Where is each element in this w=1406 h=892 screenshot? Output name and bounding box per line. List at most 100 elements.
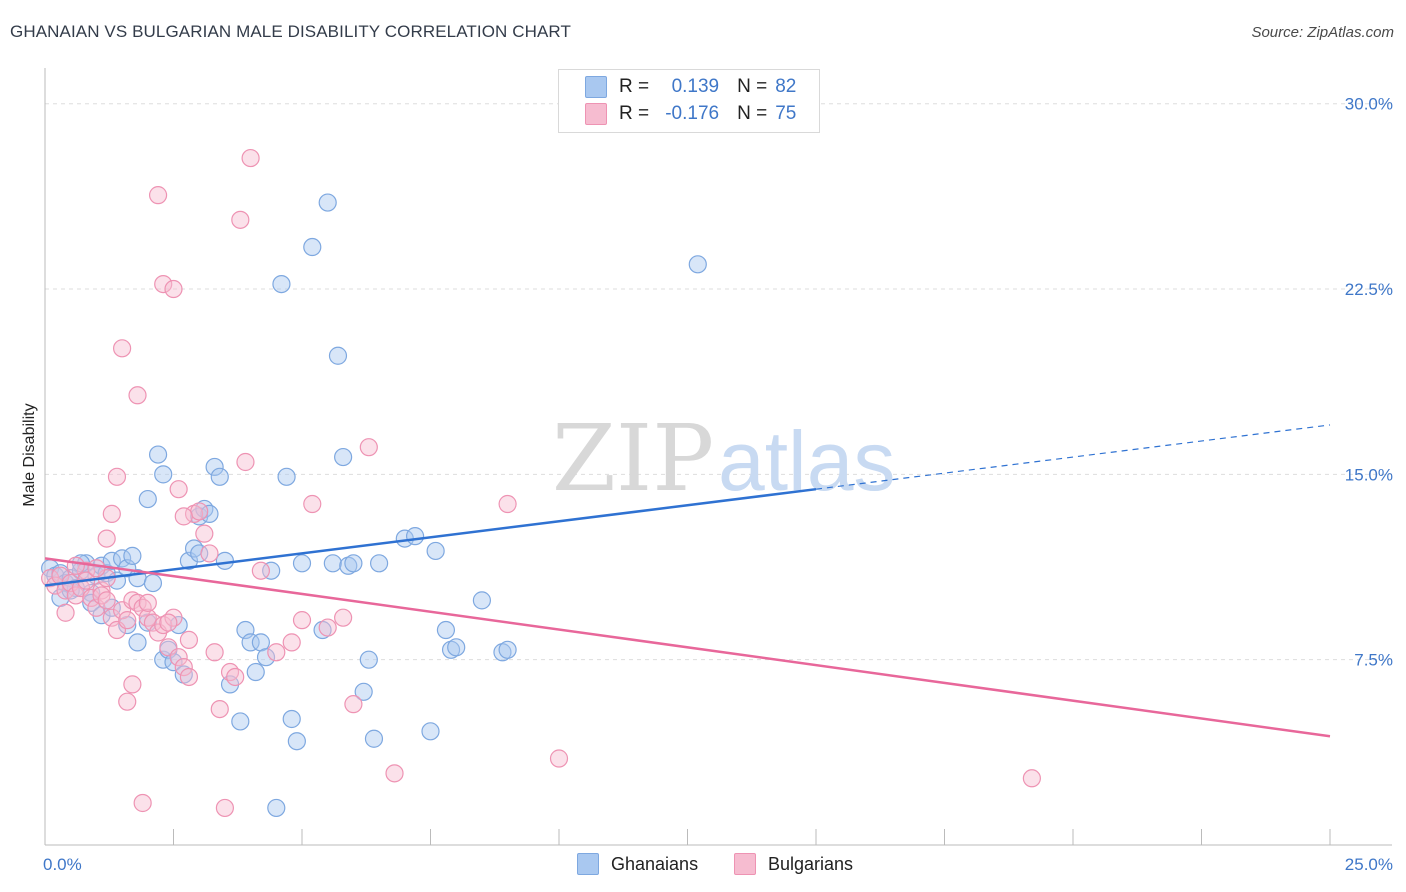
bulgarian-point [190, 502, 209, 521]
bulgarian-point [159, 613, 178, 632]
bulgarian-point [220, 662, 240, 682]
bulgarian-point [282, 633, 301, 652]
legend-swatch-blue [585, 76, 607, 98]
ghanaians-trend-line [44, 487, 817, 587]
bulgarian-point [215, 798, 234, 818]
bulgarian-point [107, 467, 127, 486]
chart-title: GHANAIAN VS BULGARIAN MALE DISABILITY CO… [10, 22, 571, 41]
bulgarian-point [179, 667, 199, 687]
ghanaian-point [148, 445, 168, 464]
bulgarian-point [344, 695, 363, 714]
ghanaian-point [447, 638, 466, 657]
bulgarian-point [123, 675, 142, 694]
y-axis-label: Male Disability [21, 403, 38, 506]
bulgarian-point [359, 438, 378, 457]
bulgarian-point [231, 210, 250, 229]
legend-r-value: -0.176 [665, 103, 720, 124]
ghanaian-point [354, 682, 373, 701]
bulgarian-point [128, 593, 147, 612]
ghanaian-point [436, 620, 456, 640]
bulgarian-point [174, 657, 193, 677]
axes [44, 68, 1392, 846]
bulgarian-point [318, 618, 337, 637]
bulgarian-point [205, 643, 224, 662]
ghanaian-point [292, 554, 312, 573]
correlation-legend: R = 0.139 N = 82 R = -0.176 N = 75 [558, 69, 820, 133]
legend-label-bulgarians: Bulgarians [768, 853, 854, 874]
bulgarian-point [334, 608, 353, 627]
ghanaian-point [277, 467, 296, 486]
bulgarians-trend-line [44, 557, 1331, 738]
x-tick-label: 0.0% [43, 855, 82, 874]
y-tick-label: 7.5% [1354, 651, 1393, 670]
bottom-legend-bulgarians: Bulgarians [734, 852, 853, 876]
bulgarian-point [303, 494, 322, 514]
ghanaian-point [143, 573, 163, 593]
ghanaian-point [334, 447, 353, 467]
grid-lines [45, 103, 1392, 661]
ghanaian-point [123, 546, 142, 565]
x-tick-label: 25.0% [1345, 855, 1393, 874]
ghanaian-point [241, 633, 260, 652]
bulgarian-point [112, 339, 132, 358]
ghanaian-point [205, 457, 224, 477]
source-label: Source: ZipAtlas.com [1251, 24, 1394, 41]
watermark-atlas: atlas [718, 414, 895, 508]
ghanaian-point [287, 732, 306, 751]
ghanaian-point [323, 554, 342, 573]
legend-r-label: R = [619, 76, 650, 97]
bulgarian-point [97, 529, 116, 548]
ghanaian-point [267, 798, 286, 818]
ghanaians-trend-extension [815, 424, 1331, 490]
bulgarian-point [179, 630, 199, 650]
bulgarian-point [133, 793, 152, 813]
ghanaian-point [472, 591, 491, 610]
ghanaian-point [328, 346, 348, 365]
bulgarian-point [169, 480, 188, 499]
ghanaian-point [138, 489, 157, 509]
y-tick-label: 30.0% [1345, 95, 1393, 114]
y-tick-label: 15.0% [1345, 465, 1393, 484]
legend-r-label: R = [619, 103, 650, 124]
legend-swatch-pink [585, 103, 607, 125]
bulgarian-point [226, 667, 245, 687]
ghanaian-point [256, 648, 276, 667]
bulgarian-point [164, 608, 183, 627]
ghanaian-point [426, 541, 445, 561]
bulgarian-point [210, 699, 229, 719]
bulgarian-point [56, 603, 75, 622]
ghanaian-point [405, 527, 425, 546]
trend-lines [44, 424, 1331, 738]
ghanaian-point [318, 193, 337, 212]
ghanaian-point [262, 561, 281, 580]
ghanaian-point [246, 662, 265, 682]
legend-n-value: 75 [775, 103, 797, 124]
ghanaian-point [688, 255, 707, 274]
ghanaian-point [498, 640, 517, 659]
bulgarian-point [385, 764, 404, 783]
bulgarian-point [118, 611, 137, 630]
ghanaian-point [359, 650, 378, 669]
watermark-zip: ZIP [552, 405, 714, 512]
bulgarian-point [138, 593, 157, 612]
ghanaian-point [215, 551, 234, 570]
bulgarian-point [195, 524, 214, 543]
bulgarian-point [128, 386, 147, 405]
legend-n-label: N = [737, 103, 768, 124]
x-tick-labels: 0.0% 25.0% [43, 855, 1393, 874]
bulgarian-point [164, 279, 183, 299]
legend-swatch-pink [734, 853, 756, 875]
legend-label-ghanaians: Ghanaians [611, 853, 699, 874]
ghanaian-point [231, 712, 250, 731]
ghanaian-point [154, 465, 173, 484]
legend-r-value: 0.139 [671, 76, 720, 97]
bulgarian-point [102, 504, 121, 523]
bulgarian-point [154, 274, 173, 294]
bulgarian-point [92, 586, 111, 605]
bulgarian-point [251, 561, 270, 580]
legend-n-value: 82 [775, 76, 797, 97]
legend-row-bulgarians: R = -0.176 N = 75 [585, 101, 796, 127]
ghanaian-point [82, 593, 101, 612]
ghanaian-point [344, 554, 363, 573]
